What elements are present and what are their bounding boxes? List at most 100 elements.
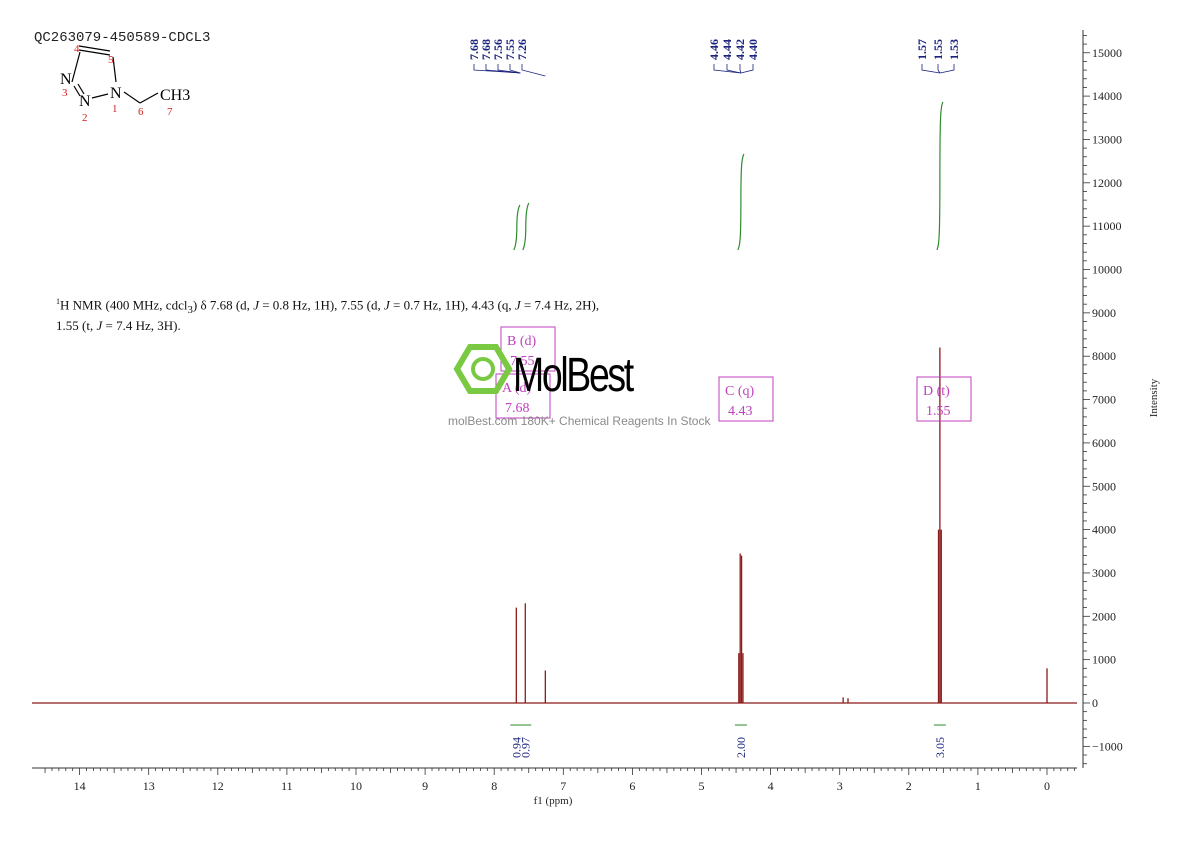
multiplet-label: D (t) xyxy=(923,384,950,399)
y-tick-label: 4000 xyxy=(1092,523,1116,537)
multiplet-label: A (d) xyxy=(502,381,532,396)
atom-n2: N xyxy=(79,93,91,110)
x-tick-label: 6 xyxy=(629,779,635,793)
y-tick-label: 12000 xyxy=(1092,176,1122,190)
bond xyxy=(78,45,111,52)
logo-hexagon xyxy=(453,344,513,394)
peak-label-leader xyxy=(497,64,521,74)
x-tick-label: 14 xyxy=(74,779,86,793)
peak-label: 7.26 xyxy=(515,39,529,60)
atom-number: 7 xyxy=(167,106,173,118)
atom-number: 1 xyxy=(112,103,118,115)
x-tick-label: 7 xyxy=(560,779,566,793)
integral-curve xyxy=(513,204,521,251)
y-tick-label: 2000 xyxy=(1092,609,1116,623)
atom-number: 4 xyxy=(74,43,80,55)
y-tick-label: 15000 xyxy=(1092,46,1122,60)
x-tick-label: 13 xyxy=(143,779,155,793)
x-tick-label: 9 xyxy=(422,779,428,793)
atom-number: 2 xyxy=(82,112,88,124)
peak-label: 4.40 xyxy=(746,39,760,60)
multiplet-box xyxy=(718,376,774,422)
y-tick-label: 11000 xyxy=(1092,219,1122,233)
x-tick-label: 4 xyxy=(768,779,774,793)
multiplet-shift: 7.55 xyxy=(510,354,535,369)
atom-number: 3 xyxy=(62,87,68,99)
multiplet-label: B (d) xyxy=(507,334,537,349)
bond xyxy=(91,93,109,99)
y-tick-label: 0 xyxy=(1092,696,1098,710)
y-tick-label: −1000 xyxy=(1092,739,1123,753)
x-tick-label: 10 xyxy=(350,779,362,793)
peak-label-leader xyxy=(521,64,546,77)
x-tick-label: 2 xyxy=(906,779,912,793)
bond xyxy=(123,91,141,104)
peak-label: 7.68 xyxy=(479,39,493,60)
peak-label: 4.46 xyxy=(707,39,721,60)
x-tick-label: 0 xyxy=(1044,779,1050,793)
y-tick-label: 13000 xyxy=(1092,132,1122,146)
multiplet-label: C (q) xyxy=(725,384,755,399)
y-axis-title: Intensity xyxy=(1148,378,1160,417)
bond xyxy=(139,92,159,104)
integral-curve xyxy=(936,101,944,251)
sample-id: QC263079-450589-CDCL3 xyxy=(34,30,211,46)
peak-label: 7.68 xyxy=(467,39,481,60)
peak-label: 1.55 xyxy=(931,39,945,60)
bond xyxy=(112,56,117,83)
x-tick-label: 1 xyxy=(975,779,981,793)
multiplet-shift: 4.43 xyxy=(728,404,753,419)
y-tick-label: 9000 xyxy=(1092,306,1116,320)
integral-value: 3.05 xyxy=(933,737,947,758)
y-tick-label: 5000 xyxy=(1092,479,1116,493)
multiplet-box xyxy=(495,373,551,419)
bond xyxy=(73,85,81,97)
bond xyxy=(77,83,85,95)
peak-label-leader xyxy=(939,64,955,74)
multiplet-box xyxy=(500,326,556,372)
logo-ring xyxy=(471,357,495,381)
integral-value: 0.94 xyxy=(509,737,523,758)
peak-label-leader xyxy=(937,64,941,74)
atom-number: 5 xyxy=(108,54,114,66)
multiplet-boxes: A (d) 7.68 B (d) 7.55 C (q) 4.43 D (t) 1.55 xyxy=(495,326,972,422)
peak-label-leader xyxy=(509,64,521,74)
x-tick-label: 3 xyxy=(837,779,843,793)
y-tick-label: 1000 xyxy=(1092,653,1116,667)
y-tick-label: 3000 xyxy=(1092,566,1116,580)
peak-labels: 7.687.687.567.557.26 4.46 4.44 4.42 4.40 1.57… xyxy=(467,39,961,77)
integral-value: 0.97 xyxy=(518,737,532,758)
integral-labels: 0.940.97 2.00 3.05 xyxy=(509,724,947,758)
peak-label-leader xyxy=(473,64,521,74)
x-axis: 14 13 12 11 10 9 8 7 6 5 4 3 2 1 0f1 (ppm) xyxy=(32,767,1077,807)
peak-label: 1.57 xyxy=(915,39,929,60)
atom-number: 6 xyxy=(138,106,144,118)
atom-ch3: CH3 xyxy=(160,87,190,104)
peak-label: 4.44 xyxy=(720,39,734,60)
watermark-tagline: molBest.com 180K+ Chemical Reagents In S… xyxy=(448,414,711,428)
molbest-logo-icon xyxy=(453,344,513,394)
x-tick-label: 11 xyxy=(281,779,293,793)
x-tick-label: 5 xyxy=(699,779,705,793)
x-axis-title: f1 (ppm) xyxy=(534,795,573,807)
x-tick-label: 12 xyxy=(212,779,224,793)
peak-label: 7.55 xyxy=(503,39,517,60)
integral-curve xyxy=(737,153,745,251)
peak-label-leader xyxy=(713,64,741,74)
y-tick-label: 7000 xyxy=(1092,393,1116,407)
peak-label: 4.42 xyxy=(733,39,747,60)
peak-label: 7.56 xyxy=(491,39,505,60)
y-tick-label: 14000 xyxy=(1092,89,1122,103)
y-tick-label: 8000 xyxy=(1092,349,1116,363)
y-tick-label: 6000 xyxy=(1092,436,1116,450)
y-axis: −1000 0 1000 2000 3000 4000 5000 6000 7000 8000 90… xyxy=(1082,30,1160,768)
bond xyxy=(78,49,111,56)
multiplet-box xyxy=(916,376,972,422)
watermark-brand: MolBest xyxy=(513,349,634,402)
x-tick-label: 8 xyxy=(491,779,497,793)
multiplet-shift: 7.68 xyxy=(505,401,530,416)
atom-n3: N xyxy=(60,71,72,88)
atom-n1: N xyxy=(110,85,122,102)
